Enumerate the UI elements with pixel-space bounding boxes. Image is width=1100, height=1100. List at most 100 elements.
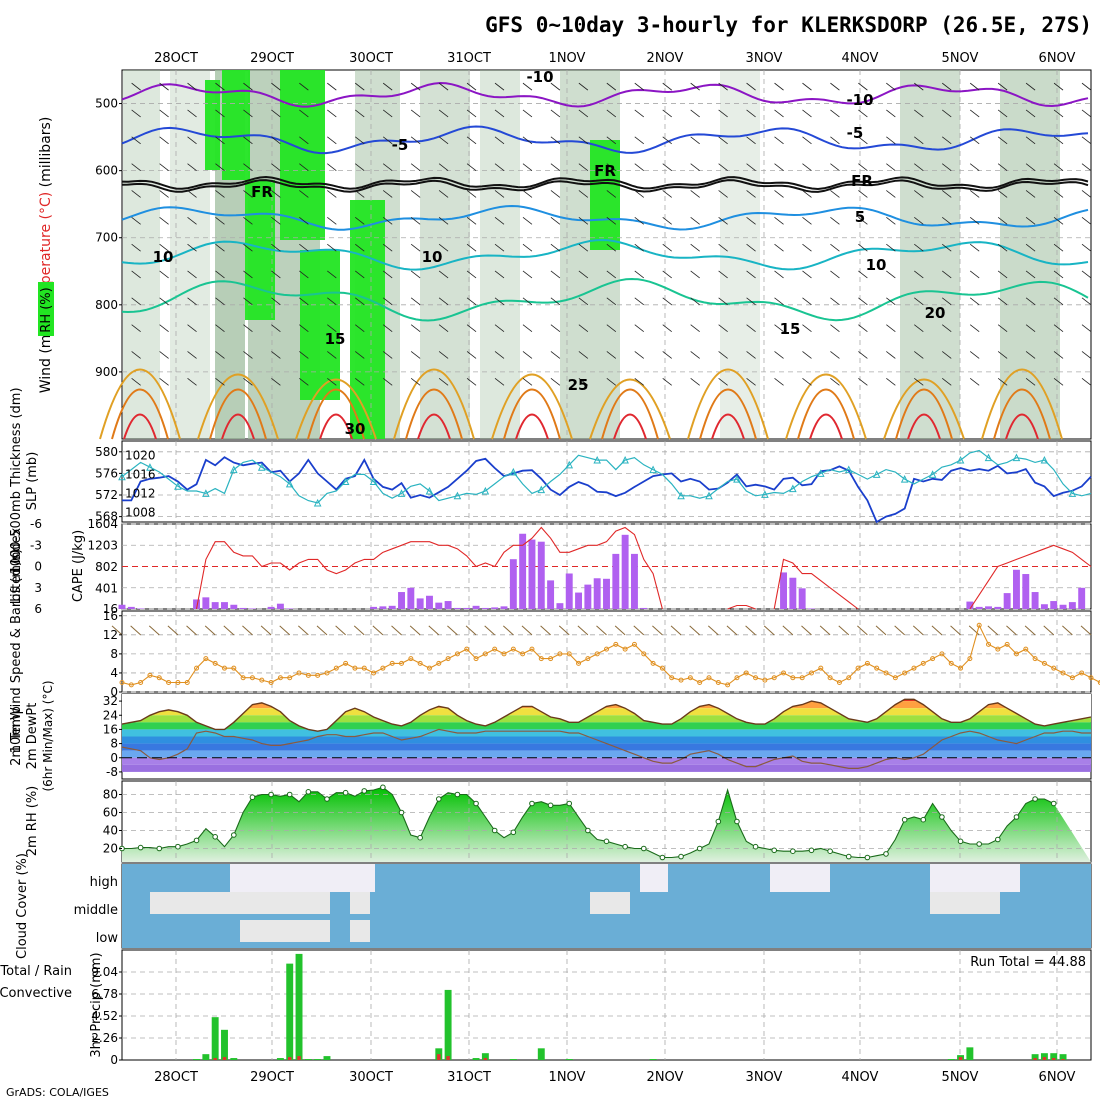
wind-barb <box>774 190 784 198</box>
cape-bar <box>248 608 256 609</box>
wind-speed-point <box>361 665 367 671</box>
wind-barb <box>355 324 365 332</box>
rh-point <box>1050 800 1057 807</box>
wind-barb <box>494 216 505 225</box>
wind-barb <box>550 163 561 171</box>
wind-barb <box>718 136 728 145</box>
slp-marker <box>677 491 685 500</box>
precip-total-bar <box>537 1048 545 1060</box>
wind-barb <box>131 324 141 332</box>
wind-barb <box>886 109 896 118</box>
wind-barb <box>941 136 952 145</box>
wind-speed-point <box>874 665 880 671</box>
wind-barb <box>774 270 784 279</box>
wind-barb <box>969 297 980 306</box>
wind-barb <box>438 163 449 171</box>
wind-barb <box>382 378 393 386</box>
wind-barb-10m <box>745 625 756 636</box>
rh-point <box>696 845 703 852</box>
cape-bar <box>1078 587 1086 609</box>
cape-bar <box>1022 574 1030 609</box>
wind-speed-point <box>277 675 283 681</box>
y-tick-label: 700 <box>95 231 118 245</box>
wind-barb <box>941 190 952 198</box>
wind-barb <box>494 82 505 91</box>
temp-contour-20 <box>197 373 279 440</box>
rh-point <box>342 789 349 796</box>
wind-barb <box>299 82 309 91</box>
wind-barb <box>802 324 812 332</box>
wind-speed-point <box>399 660 405 666</box>
slp-marker <box>956 455 965 464</box>
cape-bar <box>407 587 415 609</box>
wind-speed-point <box>743 670 749 676</box>
wind-speed-point <box>1004 641 1010 647</box>
wind-barb-10m <box>1024 625 1036 636</box>
cape-bar <box>416 598 424 609</box>
precip-conv-bar <box>287 1057 292 1060</box>
wind-barb <box>746 270 756 279</box>
wind-barb <box>997 109 1008 118</box>
wind-barb <box>131 243 141 252</box>
y-tick-label: 0 <box>110 1053 118 1067</box>
wind-barb <box>187 243 197 252</box>
rh-point <box>585 827 591 834</box>
y2-tick-label: 1016 <box>125 467 156 481</box>
cape-bar <box>537 541 545 609</box>
temp-contour-30 <box>809 413 843 440</box>
wind-barb <box>271 109 281 118</box>
wind-barb <box>1081 136 1092 145</box>
wind-speed-point <box>343 660 349 666</box>
wind-barb <box>550 324 561 332</box>
temp-color-band <box>122 736 1091 744</box>
rh-shade-band <box>900 70 960 439</box>
wind-barb <box>327 163 337 171</box>
wind-barb <box>914 351 924 359</box>
wind-speed-point <box>1032 656 1038 662</box>
rh-point <box>939 814 945 820</box>
wind-barb <box>159 324 169 332</box>
wind-speed-point <box>1051 665 1057 671</box>
wind-barb <box>1081 82 1092 91</box>
wind-speed-point <box>138 679 144 685</box>
wind-barb <box>941 378 952 386</box>
wind-barb <box>830 351 840 359</box>
wind-barb <box>271 82 281 91</box>
wind-barb <box>746 190 756 198</box>
wind-barb <box>858 243 868 252</box>
slp-marker <box>313 498 322 507</box>
slp-line <box>121 449 1092 504</box>
temp-contour-30 <box>907 413 941 440</box>
rh-point <box>324 796 330 802</box>
wind-speed-point <box>389 660 395 666</box>
wind-barb <box>327 243 337 252</box>
rh-legend-label: RH (%) <box>39 287 54 332</box>
wind-barb <box>1025 243 1036 252</box>
wind-barb <box>690 82 700 91</box>
ylabel-part: (millibars) <box>38 117 54 192</box>
wind-barb <box>466 136 477 145</box>
wind-barb <box>327 378 337 386</box>
date-label-top: 4NOV <box>842 51 879 66</box>
thickness-slp-panel: 568 572 576 580 1008 1012 1016 1020 1000-500mb T… <box>9 387 1092 575</box>
wind-barb-10m <box>186 625 197 636</box>
wind-barb <box>1081 351 1092 359</box>
wind-speed-point <box>333 665 339 671</box>
wind-barb <box>550 351 561 359</box>
wind-barb <box>159 297 169 306</box>
wind-barb <box>1081 243 1092 252</box>
wind-barb <box>382 82 393 91</box>
wind-barb <box>299 136 309 145</box>
rh-point <box>920 816 927 823</box>
wind-barb <box>941 243 952 252</box>
wind-barb <box>774 216 784 225</box>
cape-bar <box>193 599 200 609</box>
wind-barb <box>690 109 700 118</box>
wind-barb <box>858 136 868 145</box>
precip-conv-bar <box>958 1057 963 1060</box>
wind-speed-point <box>548 656 554 662</box>
wind-barb-10m <box>204 625 216 636</box>
temp-contour-20 <box>589 378 671 440</box>
wind-barb <box>327 82 337 91</box>
y2-tick-label: 1012 <box>125 486 156 500</box>
